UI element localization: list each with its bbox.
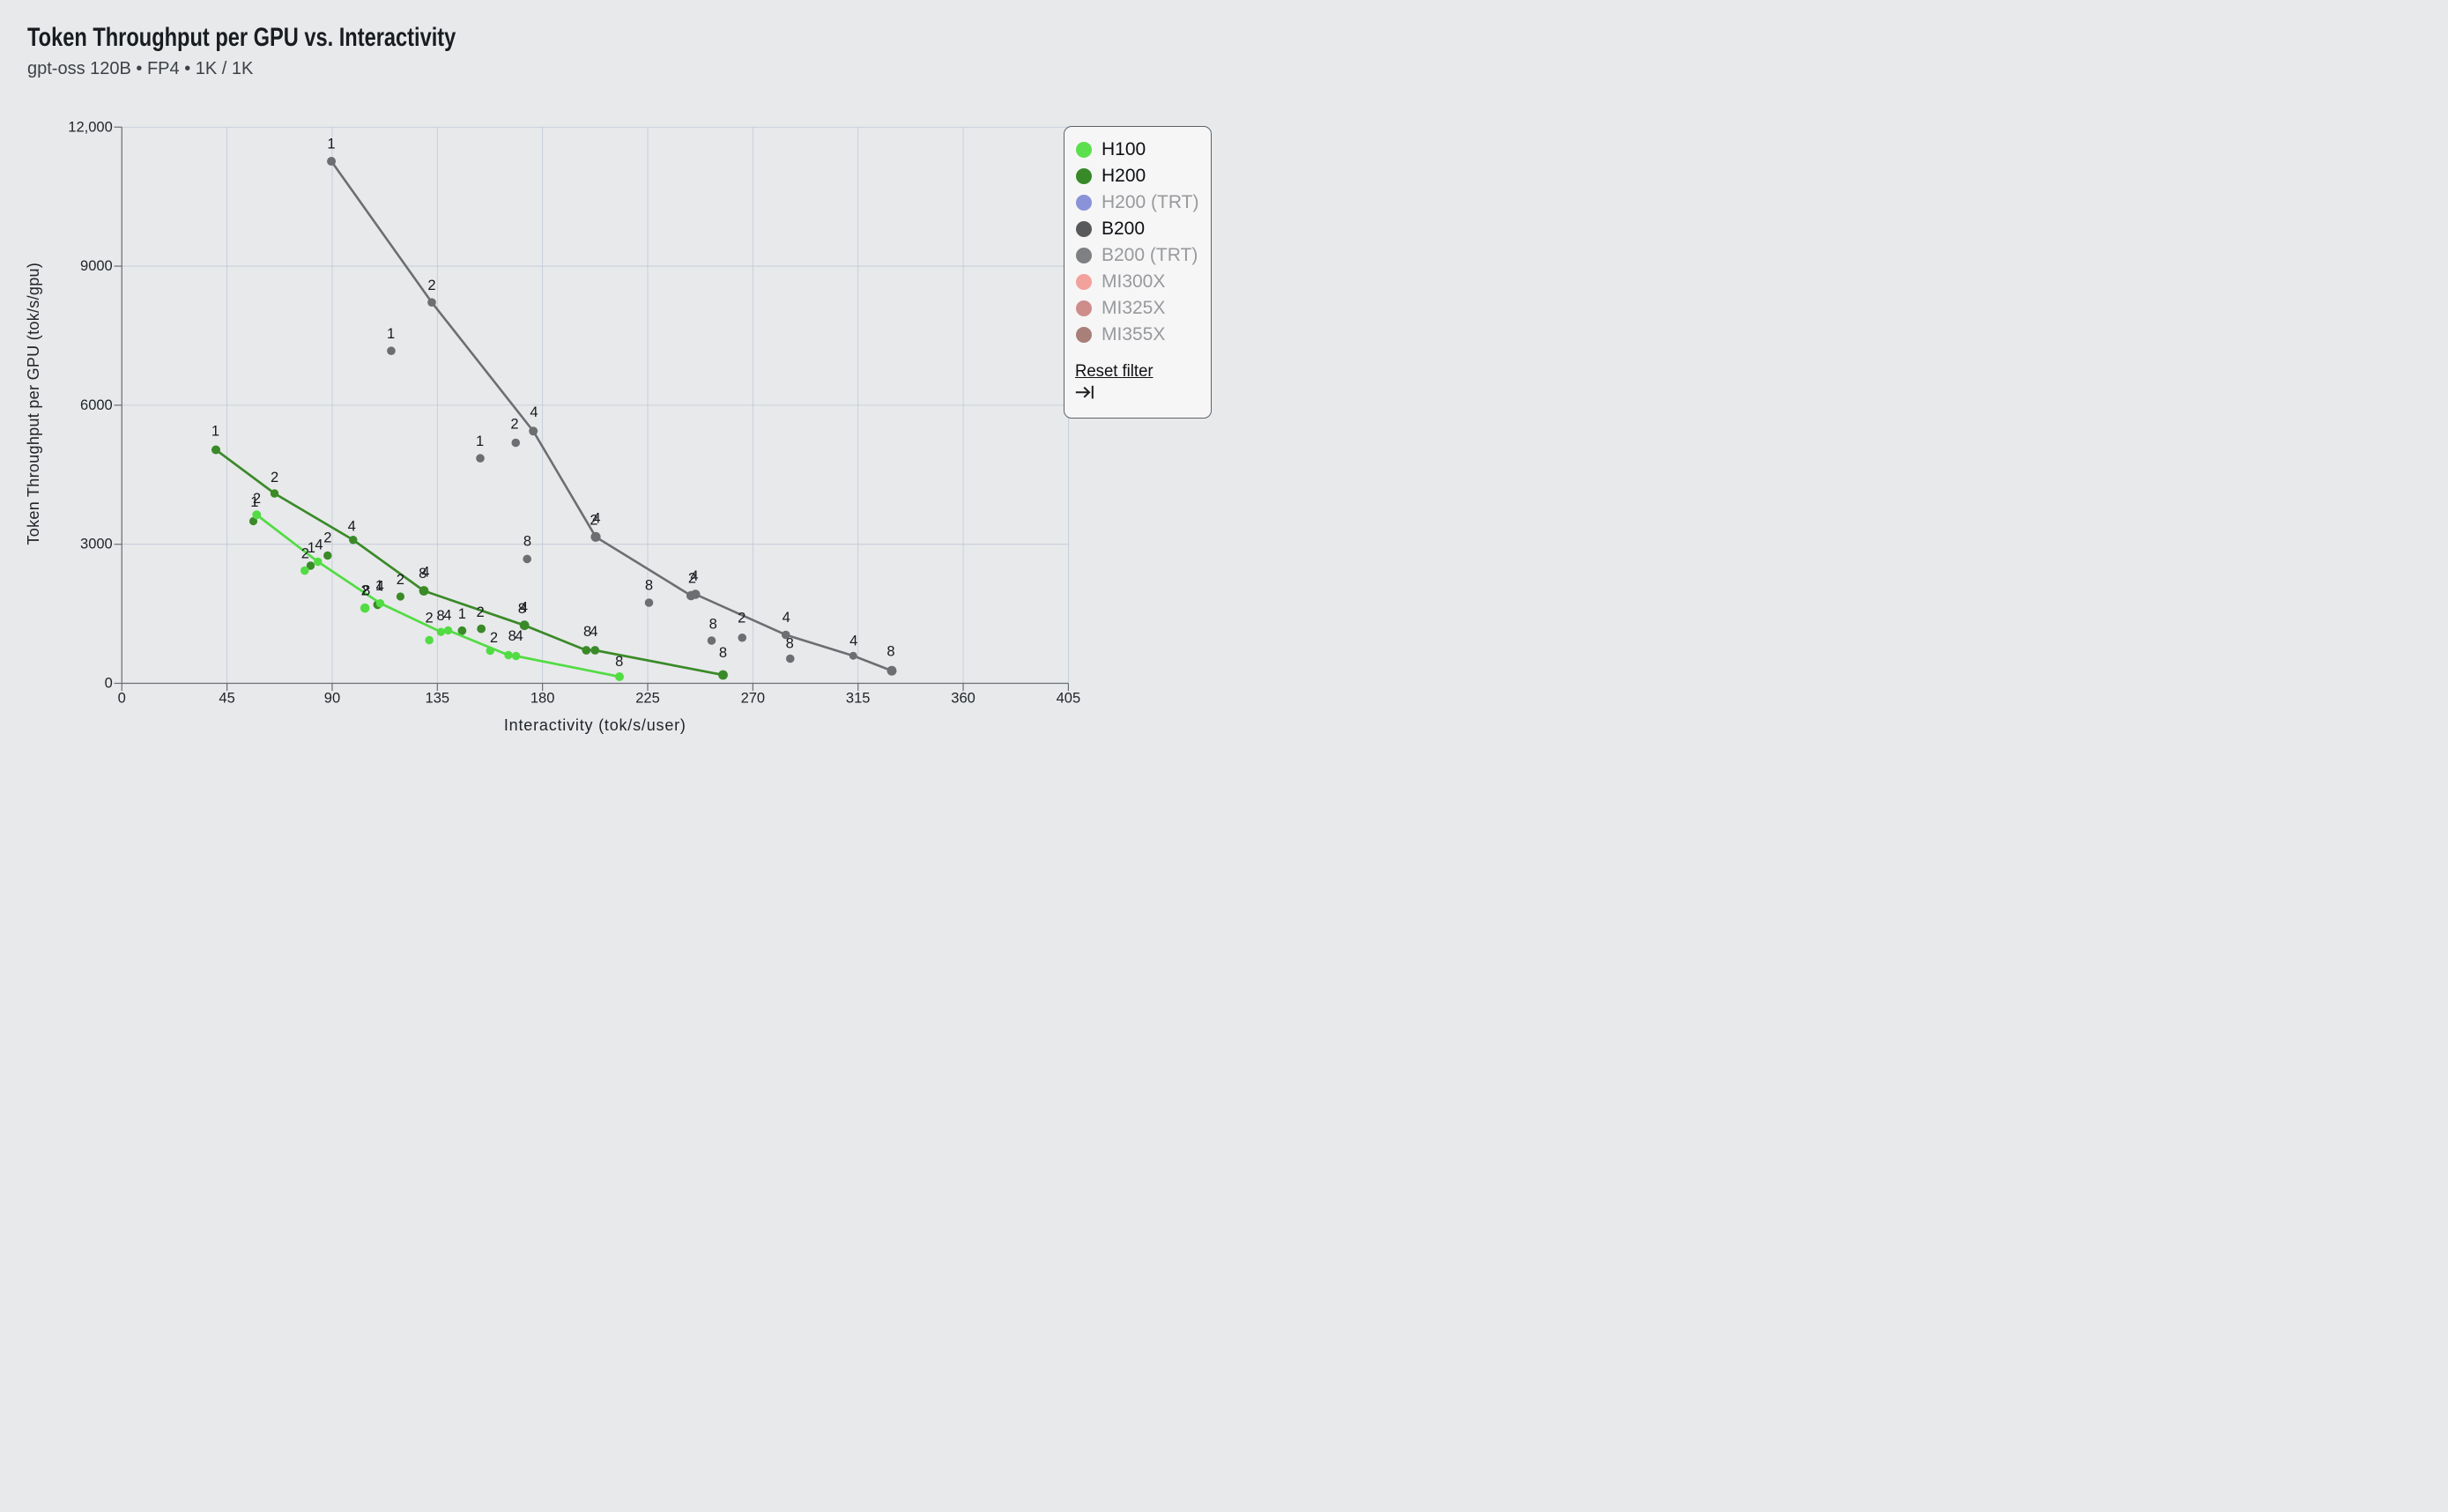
- svg-text:1: 1: [375, 578, 383, 594]
- svg-text:8: 8: [583, 624, 591, 640]
- svg-text:315: 315: [846, 691, 871, 707]
- svg-text:135: 135: [426, 691, 450, 707]
- svg-text:2: 2: [477, 604, 485, 620]
- svg-text:4: 4: [849, 634, 857, 649]
- svg-text:9000: 9000: [80, 258, 113, 274]
- svg-text:2: 2: [271, 470, 278, 485]
- svg-text:1: 1: [387, 326, 395, 342]
- svg-text:4: 4: [443, 608, 451, 624]
- svg-text:8: 8: [719, 645, 727, 661]
- svg-text:4: 4: [590, 624, 597, 640]
- svg-text:2: 2: [490, 630, 498, 646]
- svg-text:1: 1: [327, 136, 335, 152]
- svg-text:0: 0: [105, 676, 113, 692]
- svg-text:4: 4: [315, 537, 323, 553]
- svg-text:Token Throughput per GPU (tok/: Token Throughput per GPU (tok/s/gpu): [25, 263, 42, 545]
- svg-text:8: 8: [786, 636, 794, 652]
- svg-text:4: 4: [592, 511, 600, 527]
- svg-text:180: 180: [530, 691, 555, 707]
- svg-text:Interactivity (tok/s/user): Interactivity (tok/s/user): [504, 716, 686, 734]
- svg-text:2: 2: [253, 491, 261, 507]
- svg-text:4: 4: [530, 404, 538, 420]
- svg-text:8: 8: [436, 608, 444, 624]
- svg-text:2: 2: [361, 583, 369, 599]
- svg-text:2: 2: [323, 530, 331, 546]
- svg-text:1: 1: [308, 540, 315, 556]
- svg-text:4: 4: [690, 568, 698, 584]
- svg-text:0: 0: [118, 691, 126, 707]
- svg-text:45: 45: [219, 691, 234, 707]
- svg-text:12,000: 12,000: [68, 119, 112, 135]
- svg-text:4: 4: [376, 579, 384, 595]
- svg-text:2: 2: [738, 611, 746, 626]
- svg-text:8: 8: [523, 534, 531, 550]
- svg-text:90: 90: [324, 691, 340, 707]
- svg-text:8: 8: [645, 578, 653, 594]
- svg-text:2: 2: [688, 571, 696, 587]
- svg-text:8: 8: [419, 566, 427, 582]
- svg-text:8: 8: [508, 628, 516, 644]
- svg-text:270: 270: [741, 691, 766, 707]
- svg-text:8: 8: [518, 601, 526, 617]
- svg-text:405: 405: [1057, 691, 1081, 707]
- svg-text:2: 2: [510, 417, 518, 433]
- svg-text:1: 1: [476, 434, 484, 449]
- svg-text:8: 8: [615, 654, 623, 670]
- svg-text:360: 360: [951, 691, 975, 707]
- svg-text:225: 225: [635, 691, 660, 707]
- svg-text:2: 2: [427, 278, 435, 293]
- svg-text:4: 4: [783, 610, 790, 626]
- svg-text:8: 8: [709, 617, 717, 633]
- svg-text:1: 1: [250, 494, 258, 510]
- svg-text:1: 1: [458, 606, 466, 622]
- svg-text:2: 2: [301, 546, 309, 562]
- svg-text:8: 8: [886, 644, 894, 660]
- svg-text:2: 2: [426, 611, 434, 626]
- svg-text:3000: 3000: [80, 537, 113, 552]
- svg-text:1: 1: [211, 424, 219, 440]
- svg-text:4: 4: [520, 600, 528, 616]
- svg-text:2: 2: [397, 572, 404, 588]
- svg-text:4: 4: [515, 628, 523, 644]
- svg-text:4: 4: [421, 564, 429, 580]
- svg-text:6000: 6000: [80, 397, 113, 413]
- svg-text:8: 8: [362, 583, 370, 599]
- svg-text:2: 2: [590, 513, 597, 529]
- svg-text:4: 4: [348, 518, 356, 534]
